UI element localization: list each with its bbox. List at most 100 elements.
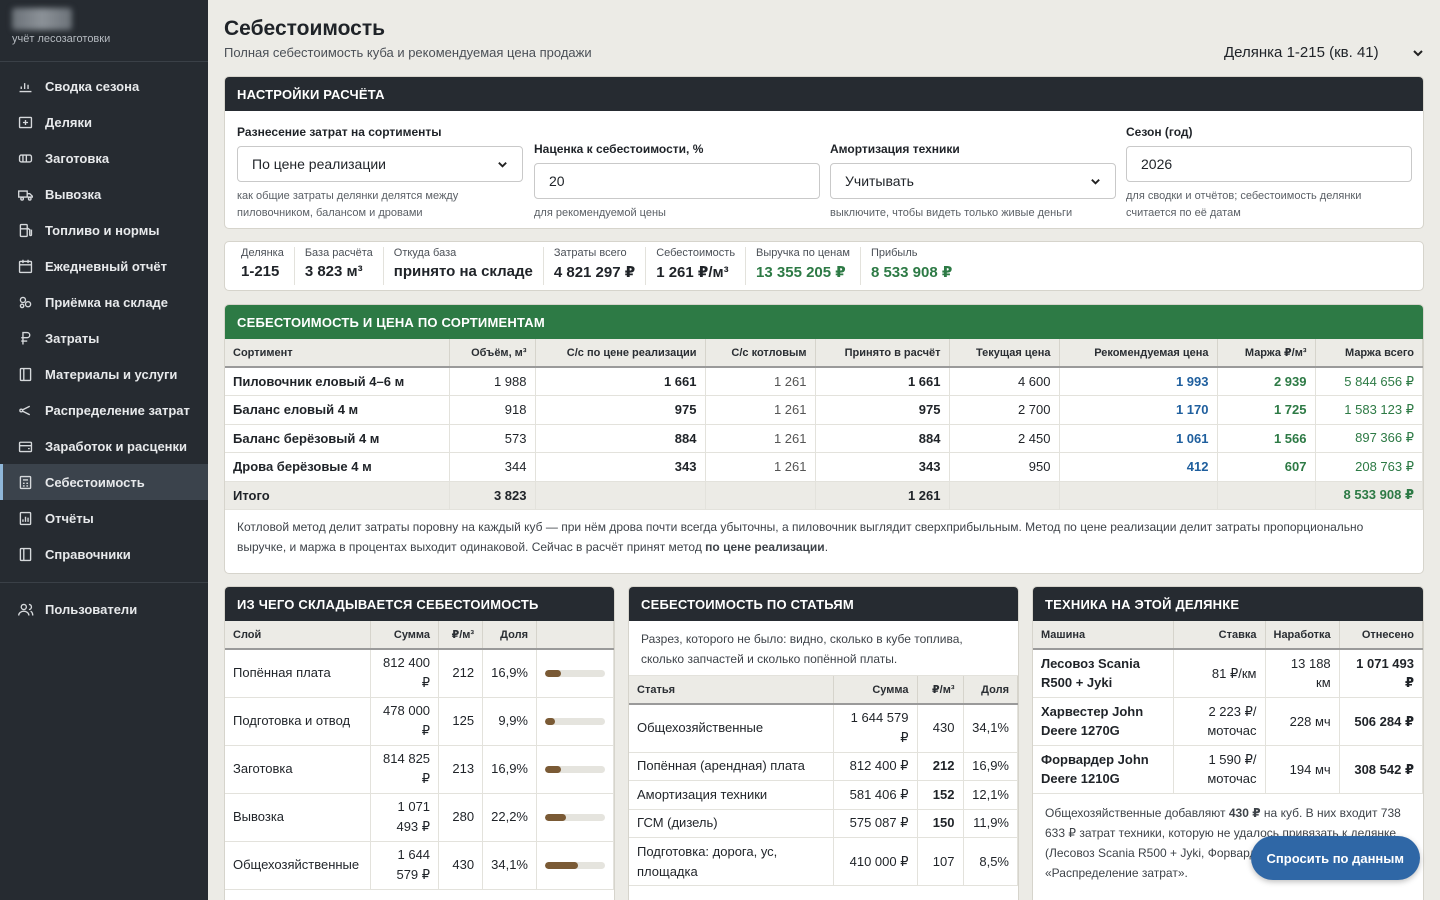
table-cell: 897 366 ₽	[1315, 424, 1423, 453]
layer-share: 34,1%	[482, 841, 537, 890]
alloc-label: Разнесение затрат на сортименты	[237, 125, 442, 139]
table-cell: 3 823	[449, 481, 536, 510]
sidebar-item-4[interactable]: Вывозка	[0, 176, 208, 212]
sidebar-item-label: Пользователи	[45, 601, 138, 617]
share-bar-fill	[545, 766, 562, 774]
layers-title: ИЗ ЧЕГО СКЛАДЫВАЕТСЯ СЕБЕСТОИМОСТЬ	[225, 587, 614, 621]
table-cell: Итого	[225, 481, 450, 510]
sidebar-item-10[interactable]: Распределение затрат	[0, 392, 208, 428]
column-header: Машина	[1033, 621, 1174, 650]
alloc-select-value: По цене реализации	[252, 156, 387, 172]
table-cell	[949, 481, 1060, 510]
markup-input-value: 20	[549, 173, 565, 189]
column-header: Доля	[482, 621, 537, 650]
summary-label: Делянка	[241, 247, 284, 259]
sidebar-item-13[interactable]: Отчёты	[0, 500, 208, 536]
season-setting: Сезон (год) 2026 для сводки и отчётов; с…	[1126, 125, 1412, 222]
share-bar-fill	[545, 718, 555, 726]
column-header: Сумма	[833, 676, 918, 705]
summary-label: Откуда база	[393, 247, 457, 259]
chevron-down-icon	[1413, 49, 1423, 56]
layer-bar-cell	[536, 745, 614, 794]
amort-select-value: Учитывать	[845, 173, 914, 189]
summary-value: 1-215	[241, 263, 280, 280]
machine-sum: 506 284 ₽	[1339, 697, 1423, 746]
sidebar-item-5[interactable]: Топливо и нормы	[0, 212, 208, 248]
sidebar-item-2[interactable]: Деляки	[0, 104, 208, 140]
page-subtitle: Полная себестоимость куба и рекомендуема…	[224, 45, 592, 60]
sortiments-header-row: Сортимент Объём, м³ С/с по цене реализации…	[225, 339, 1423, 368]
markup-setting: Наценка к себестоимости, % 20 для рекоме…	[534, 142, 820, 222]
layer-bar-cell	[536, 649, 614, 698]
chart-icon	[16, 77, 34, 95]
table-cell: 4 600	[949, 367, 1060, 396]
sidebar-item-11[interactable]: Заработок и расценки	[0, 428, 208, 464]
layer-per-m3: 213	[438, 745, 484, 794]
machine-name: Харвестер John Deere 1270G	[1033, 697, 1174, 746]
markup-input[interactable]: 20	[534, 163, 820, 199]
amort-label: Амортизация техники	[830, 142, 960, 156]
ask-data-button[interactable]: Спросить по данным	[1250, 836, 1420, 880]
table-cell: 1 261	[815, 481, 950, 510]
sidebar-item-users[interactable]: Пользователи	[0, 591, 208, 627]
column-header: Сортимент	[225, 339, 450, 368]
sidebar-item-8[interactable]: Затраты	[0, 320, 208, 356]
brand-logo	[12, 8, 72, 30]
share-icon	[16, 401, 34, 419]
summary-label: Выручка по ценам	[756, 247, 850, 259]
sidebar-item-6[interactable]: Ежедневный отчёт	[0, 248, 208, 284]
sidebar-item-label: Затраты	[45, 330, 100, 346]
sidebar-item-12[interactable]: Себестоимость	[0, 464, 208, 500]
machine-name: Лесовоз Scania R500 + Jyki	[1033, 649, 1174, 698]
layers-header-row: Слой Сумма ₽/м³ Доля	[225, 621, 614, 650]
table-cell	[1059, 481, 1218, 510]
article-sum: 581 406 ₽	[833, 780, 918, 810]
share-bar	[545, 670, 605, 678]
column-header: Наработка	[1265, 621, 1340, 650]
settings-card: НАСТРОЙКИ РАСЧЁТА Разнесение затрат на с…	[224, 76, 1424, 229]
articles-intro: Разрез, которого не было: видно, сколько…	[629, 621, 1018, 676]
sortiments-card: СЕБЕСТОИМОСТЬ И ЦЕНА ПО СОРТИМЕНТАМ Сорт…	[224, 304, 1424, 574]
summary-value: 4 821 297 ₽	[553, 264, 636, 281]
machine-hours: 228 мч	[1265, 697, 1340, 746]
article-share: 11,9%	[963, 809, 1018, 838]
sidebar-item-label: Деляки	[45, 114, 92, 130]
sidebar-item-14[interactable]: Справочники	[0, 536, 208, 572]
summary-item: Прибыль 8 533 908 ₽	[861, 247, 962, 285]
alloc-select[interactable]: По цене реализации	[237, 146, 523, 182]
column-header: С/с по цене реализации	[535, 339, 706, 368]
alloc-setting: Разнесение затрат на сортименты По цене …	[237, 125, 523, 222]
sidebar-item-9[interactable]: Материалы и услуги	[0, 356, 208, 392]
calculator-icon	[16, 473, 34, 491]
plot-select[interactable]: Делянка 1-215 (кв. 41)	[1224, 44, 1424, 61]
sidebar-item-7[interactable]: Приёмка на складе	[0, 284, 208, 320]
plot-select-value: Делянка 1-215 (кв. 41)	[1224, 44, 1379, 61]
table-row: Заготовка 814 825 ₽ 213 16,9%	[225, 745, 614, 794]
table-cell	[1217, 481, 1316, 510]
summary-label: Прибыль	[870, 247, 918, 259]
machines-note-bold: 430 ₽	[1228, 805, 1261, 820]
machines-table: Машина Ставка Наработка Отнесено Лесовоз Sc…	[1033, 621, 1423, 794]
summary-item: Затраты всего 4 821 297 ₽	[544, 247, 647, 285]
layer-share: 22,2%	[482, 793, 537, 842]
layer-name: Общехозяйственные	[225, 841, 371, 890]
sidebar-item-1[interactable]: Сводка сезона	[0, 68, 208, 104]
amort-select[interactable]: Учитывать	[830, 163, 1116, 199]
summary-item: Делянка 1-215	[231, 247, 295, 285]
machines-title: ТЕХНИКА НА ЭТОЙ ДЕЛЯНКЕ	[1033, 587, 1423, 621]
sidebar-item-label: Распределение затрат	[45, 402, 190, 418]
summary-label: Затраты всего	[553, 247, 627, 259]
table-cell: 1 261	[705, 424, 816, 453]
machines-note-a: Общехозяйственные добавляют	[1045, 805, 1229, 820]
table-cell: Пиловочник еловый 4–6 м	[225, 367, 450, 396]
season-input[interactable]: 2026	[1126, 146, 1412, 182]
sidebar-item-3[interactable]: Заготовка	[0, 140, 208, 176]
sidebar-item-label: Ежедневный отчёт	[45, 258, 167, 274]
total-row: Итого 3 823 1 261 8 533 908 ₽	[225, 481, 1423, 510]
sidebar-item-label: Вывозка	[45, 186, 102, 202]
table-cell: 1 583 123 ₽	[1315, 395, 1423, 425]
sortiments-note-text: Котловой метод делит затраты поровну на …	[237, 520, 1364, 554]
column-header: Сумма	[370, 621, 440, 650]
column-header: Слой	[225, 621, 371, 650]
article-name: Попённая (арендная) плата	[629, 752, 834, 781]
